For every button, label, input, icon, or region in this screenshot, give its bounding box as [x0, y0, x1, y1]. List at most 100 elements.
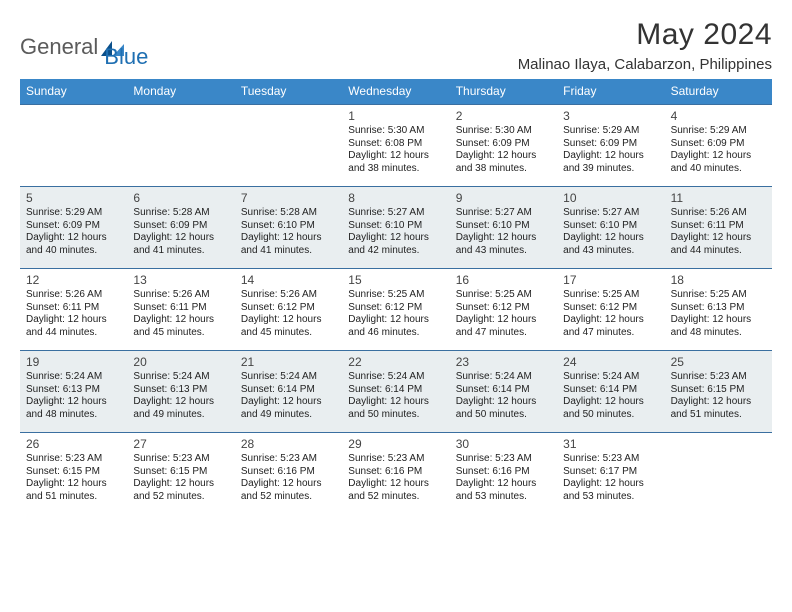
sunrise-line: Sunrise: 5:30 AM: [348, 125, 443, 138]
day-number: 2: [456, 109, 551, 123]
calendar-cell: 31 Sunrise: 5:23 AMSunset: 6:17 PMDayligh…: [557, 432, 664, 514]
calendar-cell: 15Sunrise: 5:25 AMSunset: 6:12 PMDayligh…: [342, 268, 449, 350]
day-number: 29: [348, 437, 443, 451]
calendar-cell: 2Sunrise: 5:30 AMSunset: 6:09 PMDaylight…: [450, 104, 557, 186]
sunrise-line: Sunrise: 5:30 AM: [456, 125, 551, 138]
brand-logo: General Blue: [20, 24, 148, 70]
sunset-line: Sunset: 6:12 PM: [563, 302, 658, 315]
calendar-cell: 7Sunrise: 5:28 AMSunset: 6:10 PMDaylight…: [235, 186, 342, 268]
day-number: 24: [563, 355, 658, 369]
daylight-line: Daylight: 12 hours and 53 minutes.: [563, 478, 658, 503]
sunrise-line: Sunrise: 5:23 AM: [241, 453, 336, 466]
sunrise-line: Sunrise: 5:23 AM: [26, 453, 121, 466]
day-number: 4: [671, 109, 766, 123]
calendar-cell: 24Sunrise: 5:24 AMSunset: 6:14 PMDayligh…: [557, 350, 664, 432]
weekday-header-cell: Friday: [557, 79, 664, 104]
sunrise-line: Sunrise: 5:24 AM: [456, 371, 551, 384]
calendar-cell: 29Sunrise: 5:23 AMSunset: 6:16 PMDayligh…: [342, 432, 449, 514]
calendar-cell: 17Sunrise: 5:25 AMSunset: 6:12 PMDayligh…: [557, 268, 664, 350]
sunrise-line: Sunrise: 5:25 AM: [348, 289, 443, 302]
sunset-line: Sunset: 6:11 PM: [26, 302, 121, 315]
daylight-line: Daylight: 12 hours and 42 minutes.: [348, 232, 443, 257]
day-number: 1: [348, 109, 443, 123]
daylight-line: Daylight: 12 hours and 51 minutes.: [26, 478, 121, 503]
sunrise-line: Sunrise: 5:27 AM: [563, 207, 658, 220]
sunrise-line: Sunrise: 5:23 AM: [456, 453, 551, 466]
sunset-line: Sunset: 6:09 PM: [133, 220, 228, 233]
day-number: 31: [563, 437, 658, 451]
sunrise-line: Sunrise: 5:25 AM: [563, 289, 658, 302]
daylight-line: Daylight: 12 hours and 43 minutes.: [563, 232, 658, 257]
day-number: 10: [563, 191, 658, 205]
sunset-line: Sunset: 6:11 PM: [133, 302, 228, 315]
sunset-line: Sunset: 6:10 PM: [456, 220, 551, 233]
sunrise-line: Sunrise: 5:25 AM: [671, 289, 766, 302]
weekday-header-row: SundayMondayTuesdayWednesdayThursdayFrid…: [20, 79, 772, 104]
calendar-cell: 18Sunrise: 5:25 AMSunset: 6:13 PMDayligh…: [665, 268, 772, 350]
day-number: 27: [133, 437, 228, 451]
day-number: 20: [133, 355, 228, 369]
day-number: 5: [26, 191, 121, 205]
daylight-line: Daylight: 12 hours and 47 minutes.: [456, 314, 551, 339]
calendar-cell: 23 Sunrise: 5:24 AMSunset: 6:14 PMDayligh…: [450, 350, 557, 432]
calendar-cell: 25Sunrise: 5:23 AMSunset: 6:15 PMDayligh…: [665, 350, 772, 432]
sunrise-line: Sunrise: 5:29 AM: [563, 125, 658, 138]
calendar-cell: [665, 432, 772, 514]
daylight-line: Daylight: 12 hours and 48 minutes.: [26, 396, 121, 421]
sunset-line: Sunset: 6:12 PM: [241, 302, 336, 315]
calendar-cell: 6Sunrise: 5:28 AMSunset: 6:09 PMDaylight…: [127, 186, 234, 268]
daylight-line: Daylight: 12 hours and 53 minutes.: [456, 478, 551, 503]
day-number: 16: [456, 273, 551, 287]
calendar-cell: 12Sunrise: 5:26 AMSunset: 6:11 PMDayligh…: [20, 268, 127, 350]
day-number: 25: [671, 355, 766, 369]
weekday-header-cell: Tuesday: [235, 79, 342, 104]
sunrise-line: Sunrise: 5:23 AM: [671, 371, 766, 384]
sunrise-line: Sunrise: 5:27 AM: [456, 207, 551, 220]
sunrise-line: Sunrise: 5:28 AM: [241, 207, 336, 220]
calendar-cell: 10Sunrise: 5:27 AMSunset: 6:10 PMDayligh…: [557, 186, 664, 268]
sunset-line: Sunset: 6:12 PM: [348, 302, 443, 315]
title-block: May 2024 Malinao Ilaya, Calabarzon, Phil…: [518, 18, 772, 73]
sunrise-line: Sunrise: 5:23 AM: [563, 453, 658, 466]
day-number: 17: [563, 273, 658, 287]
calendar-cell: [20, 104, 127, 186]
calendar-cell: 20Sunrise: 5:24 AMSunset: 6:13 PMDayligh…: [127, 350, 234, 432]
day-number: 13: [133, 273, 228, 287]
daylight-line: Daylight: 12 hours and 46 minutes.: [348, 314, 443, 339]
sunset-line: Sunset: 6:16 PM: [241, 466, 336, 479]
sunset-line: Sunset: 6:14 PM: [456, 384, 551, 397]
sunrise-line: Sunrise: 5:26 AM: [133, 289, 228, 302]
daylight-line: Daylight: 12 hours and 49 minutes.: [241, 396, 336, 421]
weekday-header-cell: Sunday: [20, 79, 127, 104]
sunset-line: Sunset: 6:17 PM: [563, 466, 658, 479]
day-number: 26: [26, 437, 121, 451]
calendar-cell: 11Sunrise: 5:26 AMSunset: 6:11 PMDayligh…: [665, 186, 772, 268]
sunset-line: Sunset: 6:14 PM: [563, 384, 658, 397]
daylight-line: Daylight: 12 hours and 45 minutes.: [133, 314, 228, 339]
daylight-line: Daylight: 12 hours and 50 minutes.: [456, 396, 551, 421]
day-number: 3: [563, 109, 658, 123]
calendar-cell: [127, 104, 234, 186]
sunrise-line: Sunrise: 5:26 AM: [26, 289, 121, 302]
daylight-line: Daylight: 12 hours and 43 minutes.: [456, 232, 551, 257]
daylight-line: Daylight: 12 hours and 41 minutes.: [241, 232, 336, 257]
sunset-line: Sunset: 6:16 PM: [456, 466, 551, 479]
calendar-cell: 26Sunrise: 5:23 AMSunset: 6:15 PMDayligh…: [20, 432, 127, 514]
calendar-page: General Blue May 2024 Malinao Ilaya, Cal…: [0, 0, 792, 524]
calendar-cell: 9Sunrise: 5:27 AMSunset: 6:10 PMDaylight…: [450, 186, 557, 268]
daylight-line: Daylight: 12 hours and 48 minutes.: [671, 314, 766, 339]
day-number: 28: [241, 437, 336, 451]
daylight-line: Daylight: 12 hours and 41 minutes.: [133, 232, 228, 257]
day-number: 23: [456, 355, 551, 369]
sunrise-line: Sunrise: 5:27 AM: [348, 207, 443, 220]
sunset-line: Sunset: 6:13 PM: [26, 384, 121, 397]
sunset-line: Sunset: 6:09 PM: [456, 138, 551, 151]
day-number: 21: [241, 355, 336, 369]
sunrise-line: Sunrise: 5:23 AM: [133, 453, 228, 466]
calendar-cell: 22Sunrise: 5:24 AMSunset: 6:14 PMDayligh…: [342, 350, 449, 432]
day-number: 11: [671, 191, 766, 205]
logo-text-blue: Blue: [104, 44, 148, 70]
sunset-line: Sunset: 6:08 PM: [348, 138, 443, 151]
daylight-line: Daylight: 12 hours and 49 minutes.: [133, 396, 228, 421]
sunrise-line: Sunrise: 5:29 AM: [26, 207, 121, 220]
